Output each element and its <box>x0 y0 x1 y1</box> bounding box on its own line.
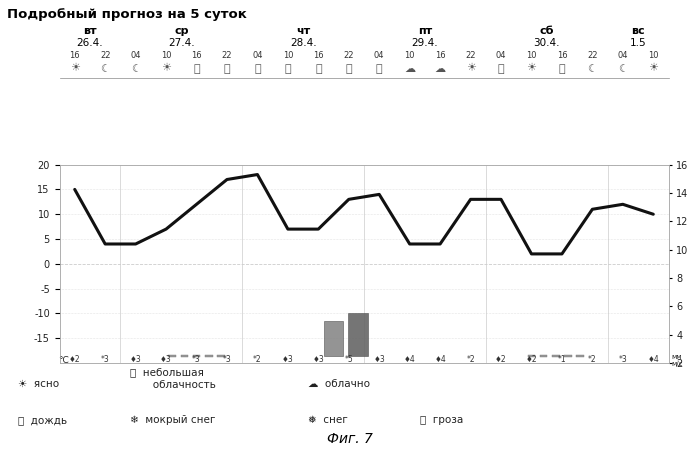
Text: 29.4.: 29.4. <box>412 38 438 48</box>
Text: ♦2: ♦2 <box>526 355 538 364</box>
Bar <box>323 321 344 355</box>
Text: 27.4.: 27.4. <box>168 38 195 48</box>
Text: *2: *2 <box>466 355 475 364</box>
Text: ☾: ☾ <box>100 64 110 74</box>
Text: ⛅: ⛅ <box>498 64 504 74</box>
Text: сб: сб <box>540 26 554 36</box>
Text: ☾: ☾ <box>131 64 141 74</box>
Text: ☀  ясно: ☀ ясно <box>18 379 59 389</box>
Text: ⛅  небольшая
       облачность: ⛅ небольшая облачность <box>130 367 216 391</box>
Text: ♦2: ♦2 <box>69 355 81 364</box>
Text: *3: *3 <box>223 355 231 364</box>
Text: 22: 22 <box>344 51 354 60</box>
Text: 10: 10 <box>405 51 415 60</box>
Text: 16: 16 <box>191 51 202 60</box>
Text: вс: вс <box>631 26 645 36</box>
Text: *3: *3 <box>192 355 201 364</box>
Text: 22: 22 <box>222 51 232 60</box>
Bar <box>552 354 559 357</box>
Text: ☁  облачно: ☁ облачно <box>308 379 370 389</box>
Text: 04: 04 <box>496 51 506 60</box>
Text: 04: 04 <box>130 51 141 60</box>
Bar <box>576 354 584 357</box>
Text: 26.4.: 26.4. <box>76 38 104 48</box>
Text: ☀: ☀ <box>466 64 475 74</box>
Text: ☀: ☀ <box>161 64 171 74</box>
Text: ♦4: ♦4 <box>648 355 659 364</box>
Bar <box>217 354 225 357</box>
Text: ♦4: ♦4 <box>434 355 446 364</box>
Text: 16: 16 <box>556 51 567 60</box>
Text: 22: 22 <box>466 51 476 60</box>
Bar <box>181 354 188 357</box>
Text: 28.4.: 28.4. <box>290 38 316 48</box>
Text: ☀: ☀ <box>70 64 80 74</box>
Text: °C: °C <box>58 356 69 365</box>
Text: *2: *2 <box>588 355 596 364</box>
Text: *1: *1 <box>558 355 566 364</box>
Text: ☁: ☁ <box>404 64 415 74</box>
Text: ♦4: ♦4 <box>404 355 416 364</box>
Text: ⛅: ⛅ <box>193 64 199 74</box>
Text: ❄  мокрый снег: ❄ мокрый снег <box>130 415 215 425</box>
Text: ср: ср <box>174 26 188 36</box>
Text: 🌧  дождь: 🌧 дождь <box>18 415 66 425</box>
Text: ⛅: ⛅ <box>224 64 230 74</box>
Text: *5: *5 <box>344 355 354 364</box>
Text: Фиг. 7: Фиг. 7 <box>327 433 373 446</box>
Bar <box>169 354 176 357</box>
Text: ⛅: ⛅ <box>315 64 321 74</box>
Text: 04: 04 <box>252 51 262 60</box>
Bar <box>564 354 572 357</box>
Text: ♦2: ♦2 <box>495 355 507 364</box>
Text: 16: 16 <box>313 51 323 60</box>
Text: 30.4.: 30.4. <box>533 38 560 48</box>
Text: 16: 16 <box>69 51 80 60</box>
Text: 1.5: 1.5 <box>630 38 646 48</box>
Bar <box>540 354 547 357</box>
Text: 04: 04 <box>617 51 628 60</box>
Text: 22: 22 <box>100 51 111 60</box>
Text: ❅  снег: ❅ снег <box>308 415 348 425</box>
Text: 16: 16 <box>435 51 445 60</box>
Text: ♦3: ♦3 <box>373 355 385 364</box>
Text: *3: *3 <box>101 355 110 364</box>
Text: ⛅: ⛅ <box>346 64 352 74</box>
Text: *3: *3 <box>619 355 627 364</box>
Text: ⛅: ⛅ <box>285 64 291 74</box>
Text: пт: пт <box>418 26 432 36</box>
Text: мм
м/с: мм м/с <box>671 354 683 367</box>
Text: 10: 10 <box>648 51 659 60</box>
Bar <box>205 354 213 357</box>
Text: ♦3: ♦3 <box>312 355 324 364</box>
Text: 10: 10 <box>283 51 293 60</box>
Text: ♦3: ♦3 <box>160 355 172 364</box>
Text: ☀: ☀ <box>648 64 658 74</box>
Text: ⛈  гроза: ⛈ гроза <box>420 415 463 425</box>
Bar <box>193 354 200 357</box>
Text: вт: вт <box>83 26 97 36</box>
Text: ⛅: ⛅ <box>559 64 565 74</box>
Text: ⛅: ⛅ <box>376 64 382 74</box>
Text: ☾: ☾ <box>618 64 628 74</box>
Text: ☁: ☁ <box>435 64 446 74</box>
Text: 04: 04 <box>374 51 384 60</box>
Text: ☀: ☀ <box>526 64 536 74</box>
Text: 22: 22 <box>587 51 598 60</box>
Text: ♦3: ♦3 <box>130 355 141 364</box>
Text: 10: 10 <box>161 51 172 60</box>
Text: Подробный прогноз на 5 суток: Подробный прогноз на 5 суток <box>7 8 247 21</box>
Text: 10: 10 <box>526 51 537 60</box>
Bar <box>528 354 536 357</box>
Text: *2: *2 <box>253 355 262 364</box>
Text: ♦3: ♦3 <box>282 355 294 364</box>
Text: чт: чт <box>296 26 310 36</box>
Bar <box>348 313 368 355</box>
Text: ☾: ☾ <box>587 64 597 74</box>
Text: ⛅: ⛅ <box>254 64 260 74</box>
